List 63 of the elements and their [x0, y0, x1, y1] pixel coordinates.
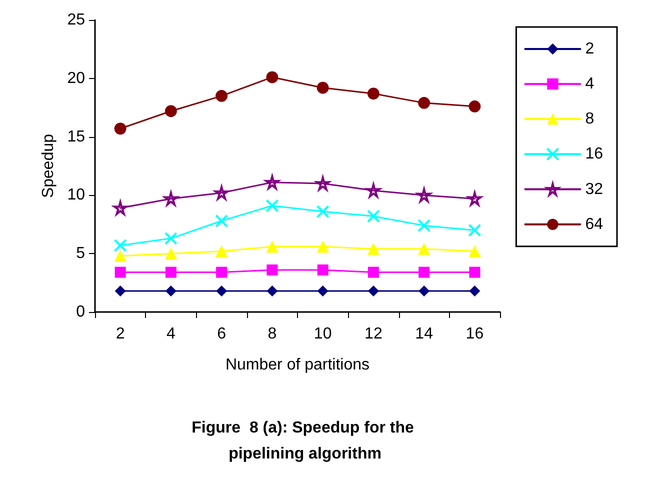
point: [418, 242, 430, 255]
legend-label: 8: [585, 110, 594, 128]
point: [164, 248, 177, 260]
point: [165, 266, 176, 278]
legend-label: 4: [585, 76, 594, 92]
x-tick-label: 12: [364, 326, 382, 342]
point: [114, 266, 126, 278]
x-tick-label: 2: [116, 326, 125, 342]
point: [418, 285, 430, 296]
point: [317, 264, 328, 276]
point: [366, 210, 380, 223]
point: [266, 264, 278, 276]
point: [216, 266, 228, 278]
point: [367, 242, 380, 255]
x-tick-label: 8: [268, 326, 277, 342]
y-tick-label: 20: [67, 70, 86, 87]
x-tick-label: 6: [217, 326, 226, 342]
point: [368, 266, 379, 278]
x-tick-label: 16: [466, 326, 484, 342]
point: [468, 245, 481, 258]
x-tick-label: 4: [166, 326, 176, 342]
legend-label: 64: [585, 216, 604, 233]
point: [316, 240, 329, 253]
y-tick-label: 25: [67, 12, 86, 28]
point: [266, 199, 279, 212]
point: [114, 122, 126, 135]
point: [468, 224, 482, 237]
point: [316, 82, 329, 94]
legend-label: 16: [585, 146, 604, 163]
x-axis-title: Number of partitions: [225, 356, 370, 374]
point: [216, 90, 228, 102]
point: [164, 105, 177, 118]
point: [215, 214, 228, 228]
x-tick-label: 14: [415, 326, 434, 342]
legend-label: 32: [585, 180, 604, 198]
point: [266, 285, 278, 296]
point: [368, 285, 379, 296]
text: Figure 8 (a): Speedup for the pipelining algorithm: [192, 420, 418, 462]
y-tick-label: 5: [76, 245, 86, 262]
point: [266, 71, 278, 84]
point: [216, 285, 228, 296]
point: [165, 285, 176, 296]
y-tick-label: 15: [67, 128, 86, 146]
point: [316, 205, 330, 218]
point: [418, 219, 431, 232]
point: [114, 250, 126, 262]
point: [468, 100, 481, 112]
y-axis-title: Speedup: [40, 134, 57, 198]
point: [367, 88, 380, 100]
point: [266, 240, 278, 253]
point: [216, 245, 228, 258]
point: [114, 285, 126, 296]
point: [317, 285, 328, 296]
point: [469, 285, 480, 296]
y-tick-label: 10: [67, 186, 86, 204]
y-tick-label: 0: [76, 304, 86, 320]
point: [418, 266, 430, 278]
point: [418, 96, 430, 109]
legend-label: 2: [585, 40, 594, 58]
point: [114, 238, 127, 252]
point: [164, 232, 178, 245]
x-tick-label: 10: [314, 326, 332, 342]
point: [469, 266, 480, 278]
